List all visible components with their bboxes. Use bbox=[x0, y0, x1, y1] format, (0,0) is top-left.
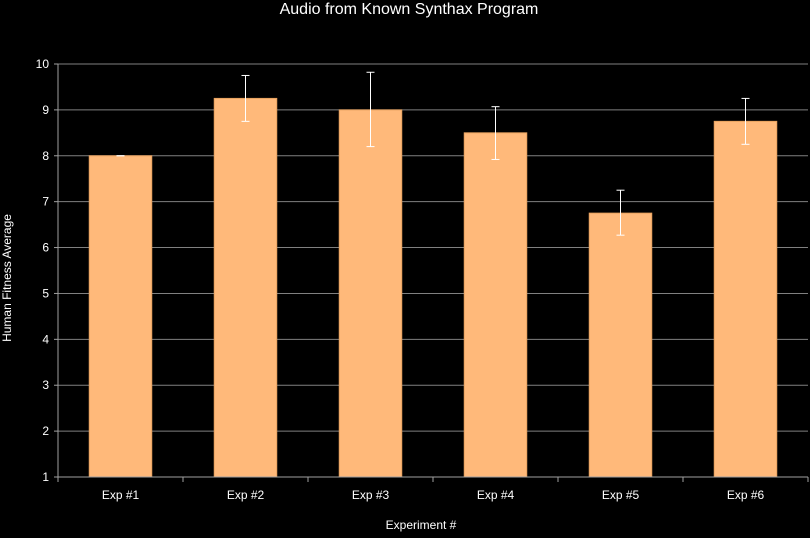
chart-title: Audio from Known Synthax Program bbox=[280, 1, 539, 18]
y-tick-label: 1 bbox=[42, 470, 49, 484]
bar bbox=[713, 120, 778, 478]
bars bbox=[88, 97, 778, 478]
y-tick-label: 6 bbox=[42, 241, 49, 255]
y-tick-label: 4 bbox=[42, 332, 49, 346]
y-tick-label: 8 bbox=[42, 149, 49, 163]
y-tick-label: 10 bbox=[36, 57, 50, 71]
bar bbox=[213, 97, 278, 478]
y-axis-label: Human Fitness Average bbox=[0, 214, 14, 342]
error-bars bbox=[116, 71, 750, 236]
y-tick-label: 7 bbox=[42, 195, 49, 209]
x-tick-labels: Exp #1 Exp #2 Exp #3 Exp #4 Exp #5 Exp #6 bbox=[102, 488, 765, 502]
x-axis-label: Experiment # bbox=[386, 518, 457, 532]
x-tick-label: Exp #3 bbox=[352, 488, 390, 502]
bar bbox=[463, 132, 528, 478]
axes bbox=[54, 63, 809, 482]
y-tick-label: 2 bbox=[42, 424, 49, 438]
x-tick-label: Exp #1 bbox=[102, 488, 140, 502]
x-tick-label: Exp #2 bbox=[227, 488, 265, 502]
y-tick-labels: 1 2 3 4 5 6 7 8 9 10 bbox=[36, 57, 50, 484]
x-tick-label: Exp #4 bbox=[477, 488, 515, 502]
x-tick-label: Exp #6 bbox=[727, 488, 765, 502]
bar bbox=[588, 212, 653, 478]
x-tick-label: Exp #5 bbox=[602, 488, 640, 502]
gridlines bbox=[58, 63, 808, 432]
y-tick-label: 9 bbox=[42, 103, 49, 117]
bar bbox=[338, 109, 403, 478]
bar bbox=[88, 155, 153, 478]
y-tick-label: 5 bbox=[42, 286, 49, 300]
y-tick-label: 3 bbox=[42, 378, 49, 392]
